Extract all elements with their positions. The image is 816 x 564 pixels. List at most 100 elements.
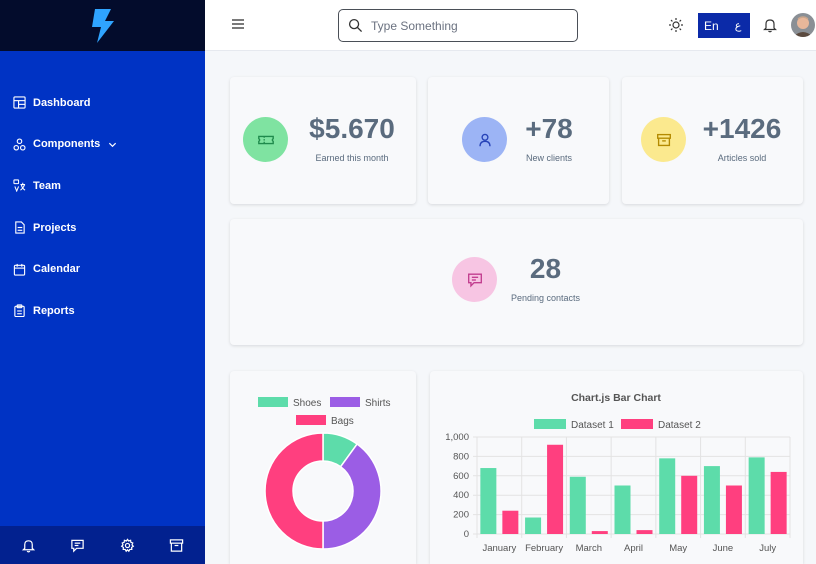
bar-dataset-2 (591, 531, 608, 534)
stat-label: Earned this month (315, 153, 389, 163)
sidebar: Dashboard Components Team Projects (0, 0, 205, 564)
ticket-icon (257, 135, 274, 144)
chart-title: Chart.js Bar Chart (571, 392, 661, 404)
legend-label: Dataset 2 (658, 420, 701, 431)
chevron-down-icon[interactable] (108, 140, 117, 149)
bar-chart-card: Chart.js Bar Chart Dataset 1 Dataset 2 0 200… (430, 371, 803, 564)
archive-icon (169, 538, 184, 552)
legend-label: Bags (331, 416, 354, 427)
legend-swatch (258, 397, 288, 407)
bar-dataset-1 (569, 476, 586, 534)
x-tick-label: April (624, 543, 643, 554)
bell-icon[interactable] (762, 17, 778, 33)
stat-value: +78 (525, 113, 573, 144)
sidebar-item-projects[interactable]: Projects (0, 207, 205, 249)
y-tick-label: 200 (453, 510, 469, 521)
logo-bar (0, 0, 205, 51)
search-box (338, 9, 578, 42)
bar-dataset-2 (636, 530, 653, 534)
stat-icon-circle (452, 257, 497, 302)
sidebar-nav: Dashboard Components Team Projects (0, 82, 205, 332)
dashboard-icon (13, 96, 26, 109)
legend-swatch (330, 397, 360, 407)
stat-value: $5.670 (309, 113, 395, 144)
stat-label: Articles sold (717, 153, 767, 163)
sidebar-item-components[interactable]: Components (0, 124, 205, 166)
bar-dataset-2 (502, 510, 519, 534)
footer-messages-button[interactable] (66, 533, 90, 557)
bar-chart: Chart.js Bar Chart Dataset 1 Dataset 2 0 200… (445, 392, 791, 554)
bar-dataset-1 (703, 466, 720, 534)
bar-dataset-2 (770, 471, 787, 534)
bar-dataset-2 (681, 475, 698, 534)
legend-label: Shoes (293, 398, 321, 409)
document-icon (15, 221, 25, 234)
bar-dataset-2 (725, 485, 742, 534)
legend-label: Shirts (365, 398, 391, 409)
x-tick-label: January (482, 543, 516, 554)
stat-icon-circle (243, 117, 288, 162)
language-alt-label: ع (734, 20, 742, 32)
sidebar-item-team[interactable]: Team (0, 165, 205, 207)
y-tick-label: 0 (464, 529, 469, 540)
chat-icon (71, 539, 85, 553)
search-input[interactable] (371, 18, 561, 33)
y-tick-label: 600 (453, 471, 469, 482)
bar-dataset-1 (525, 517, 542, 534)
y-tick-label: 1,000 (445, 432, 469, 443)
avatar[interactable] (791, 13, 815, 37)
bar-dataset-2 (547, 444, 564, 534)
stat-card-articles: +1426 Articles sold (622, 77, 803, 204)
bell-icon (21, 539, 36, 552)
chat-icon (467, 272, 482, 287)
y-tick-label: 400 (453, 490, 469, 501)
stat-icon-circle (641, 117, 686, 162)
legend-swatch (296, 415, 326, 425)
sidebar-item-reports[interactable]: Reports (0, 290, 205, 332)
sidebar-item-label: Components (33, 138, 101, 151)
y-tick-label: 800 (453, 451, 469, 462)
top-header: En ع (205, 0, 816, 51)
sidebar-item-calendar[interactable]: Calendar (0, 248, 205, 290)
footer-settings-button[interactable] (115, 533, 139, 557)
stat-value: 28 (529, 253, 562, 284)
archive-icon (656, 133, 671, 146)
sidebar-item-label: Dashboard (33, 96, 91, 109)
lightning-logo-icon[interactable] (91, 8, 115, 44)
donut-slice-bags (264, 432, 324, 550)
components-icon (13, 138, 26, 151)
legend-label: Dataset 1 (571, 420, 614, 431)
language-selector[interactable]: En ع (698, 13, 750, 38)
stat-card-clients: +78 New clients (428, 77, 609, 204)
bar-dataset-1 (480, 468, 497, 534)
user-avatar-image (791, 13, 815, 37)
sidebar-item-label: Reports (33, 304, 75, 317)
gear-icon (120, 537, 134, 552)
sidebar-item-label: Projects (33, 221, 77, 234)
legend-swatch (621, 419, 653, 429)
sidebar-item-dashboard[interactable]: Dashboard (0, 82, 205, 124)
team-icon (13, 179, 26, 193)
bar-dataset-1 (659, 458, 676, 534)
x-tick-label: July (759, 543, 776, 554)
sidebar-item-label: Team (33, 179, 61, 192)
footer-notifications-button[interactable] (17, 533, 41, 557)
donut-slice-shirts (322, 443, 382, 550)
donut-chart: Shoes Shirts Bags (258, 397, 391, 550)
x-tick-label: May (669, 543, 687, 554)
footer-archive-button[interactable] (164, 533, 188, 557)
stat-value: +1426 (702, 113, 782, 144)
bar-dataset-1 (748, 457, 765, 534)
stat-icon-circle (462, 117, 507, 162)
stat-card-earnings: $5.670 Earned this month (230, 77, 416, 204)
hamburger-menu-icon[interactable] (230, 16, 246, 32)
stat-label: Pending contacts (510, 293, 581, 303)
calendar-icon (13, 263, 26, 276)
sun-icon[interactable] (668, 17, 684, 33)
x-tick-label: June (713, 543, 734, 554)
sidebar-item-label: Calendar (33, 263, 81, 276)
x-tick-label: February (525, 543, 563, 554)
legend-swatch (534, 419, 566, 429)
donut-chart-card: Shoes Shirts Bags (230, 371, 416, 564)
clipboard-icon (14, 304, 25, 318)
